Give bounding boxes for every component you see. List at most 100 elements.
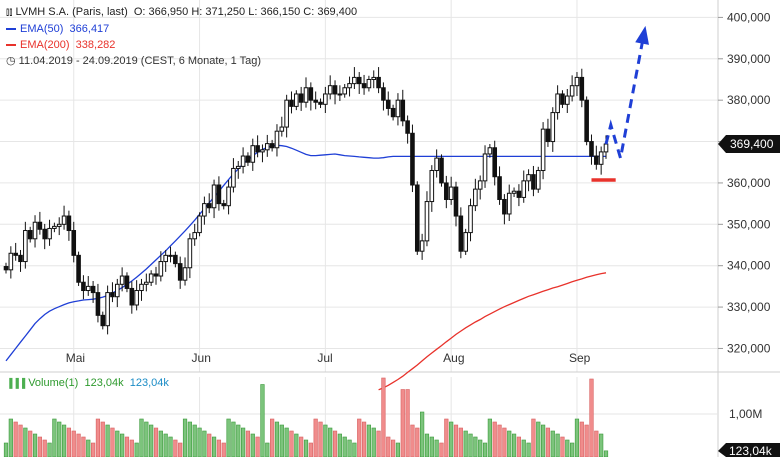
volume-bar [439,442,444,457]
volume-bar [294,433,299,457]
volume-bar [478,439,483,457]
volume-bar [202,430,207,457]
candle-body [516,190,522,198]
candle-body [492,147,498,178]
candle-body [603,143,609,153]
candle-body [182,267,188,281]
volume-bar [352,442,357,457]
arrowhead-icon [635,25,649,45]
volume-bar [37,436,42,457]
volume-bar [66,427,72,457]
volume-bar [366,424,372,457]
candle-body [264,143,270,151]
volume-bar [468,433,473,457]
volume-bar [540,424,546,457]
volume-bar [453,424,459,457]
candle-body [303,87,309,103]
volume-bar [8,418,13,457]
volume-bar [255,436,260,457]
candle-body [487,147,493,155]
volume-bar [318,421,323,457]
candle-body [119,275,125,285]
candle-body [323,93,328,105]
chart-type-icon: ⫾⫾ [6,7,13,18]
volume-bar [279,424,284,457]
x-tick-label: Jun [192,351,211,365]
y-tick-label: 320,000 [727,341,771,355]
candle-body [226,186,231,207]
volume-bar [429,436,434,457]
volume-bar [594,430,599,457]
volume-last-tag [718,443,780,457]
volume-bar [187,421,192,457]
volume-bar [250,433,255,457]
volume-bar [144,421,149,457]
volume-bar [545,427,551,457]
volume-bar [497,424,502,457]
volume-bar [178,442,183,457]
volume-bars-icon: ▐▐▐ [6,378,26,388]
y-axis: 320,000330,000340,000350,000360,000370,0… [718,10,780,457]
candle-body [42,228,48,240]
volume-bar [86,439,91,457]
volume-bar [105,424,110,457]
volume-bar [32,433,38,457]
x-tick-label: Mai [66,351,85,365]
last-price-tag [718,135,780,154]
volume-bar [168,436,173,457]
volume-bar [149,424,154,457]
volume-bar [565,439,570,457]
candle-body [526,174,531,182]
x-tick-label: Jul [317,351,332,365]
y-tick-label: 350,000 [727,217,771,231]
candle-body [448,186,454,200]
candle-body [148,273,154,283]
candle-body [477,180,483,190]
volume-bar [47,442,52,457]
volume-bar [226,418,231,457]
candle-body [187,238,193,269]
candle-body [13,252,18,256]
volume-bar [449,421,454,457]
candle-body [414,184,420,252]
candle-body [18,254,23,263]
candle-body [584,99,589,143]
candle-body [81,281,86,292]
candle-body [395,99,401,118]
candle-body [497,176,502,200]
ema50-label: EMA(50) [20,23,64,35]
volume-bar [18,424,23,457]
volume-bar [13,421,18,457]
x-axis: Mai Jun Jul Aug Sep [66,351,591,365]
volume-last-label: 123,04k [729,444,773,457]
clock-icon: ◷ [6,55,16,67]
volume-bar [570,442,575,457]
volume-bar [3,442,9,457]
volume-bar [110,427,115,457]
candle-body [27,230,33,240]
volume-bar [603,450,609,457]
x-tick-label: Sep [569,351,591,365]
volume-bar [405,389,410,457]
ema200-swatch-icon [6,44,16,47]
candle-body [444,182,449,200]
candle-body [294,93,299,107]
volume-bar [337,433,342,457]
period-text: 11.04.2019 - 24.09.2019 (CEST, 6 Monate,… [18,55,262,67]
volume-bar [516,436,522,457]
candle-body [569,85,575,97]
candle-body [284,99,289,128]
candle-body [255,145,260,153]
volume-bar [444,418,449,457]
candle-body [410,132,415,186]
candle-body [356,76,362,85]
volume-bar [574,418,580,457]
candle-body [453,186,459,217]
volume-bar [57,421,62,457]
candle-body [313,99,318,103]
volume-bar [328,427,333,457]
volume-bar [502,427,507,457]
plot-background [0,0,780,372]
ema50-value: 366,417 [69,23,110,35]
candle-body [458,215,464,252]
